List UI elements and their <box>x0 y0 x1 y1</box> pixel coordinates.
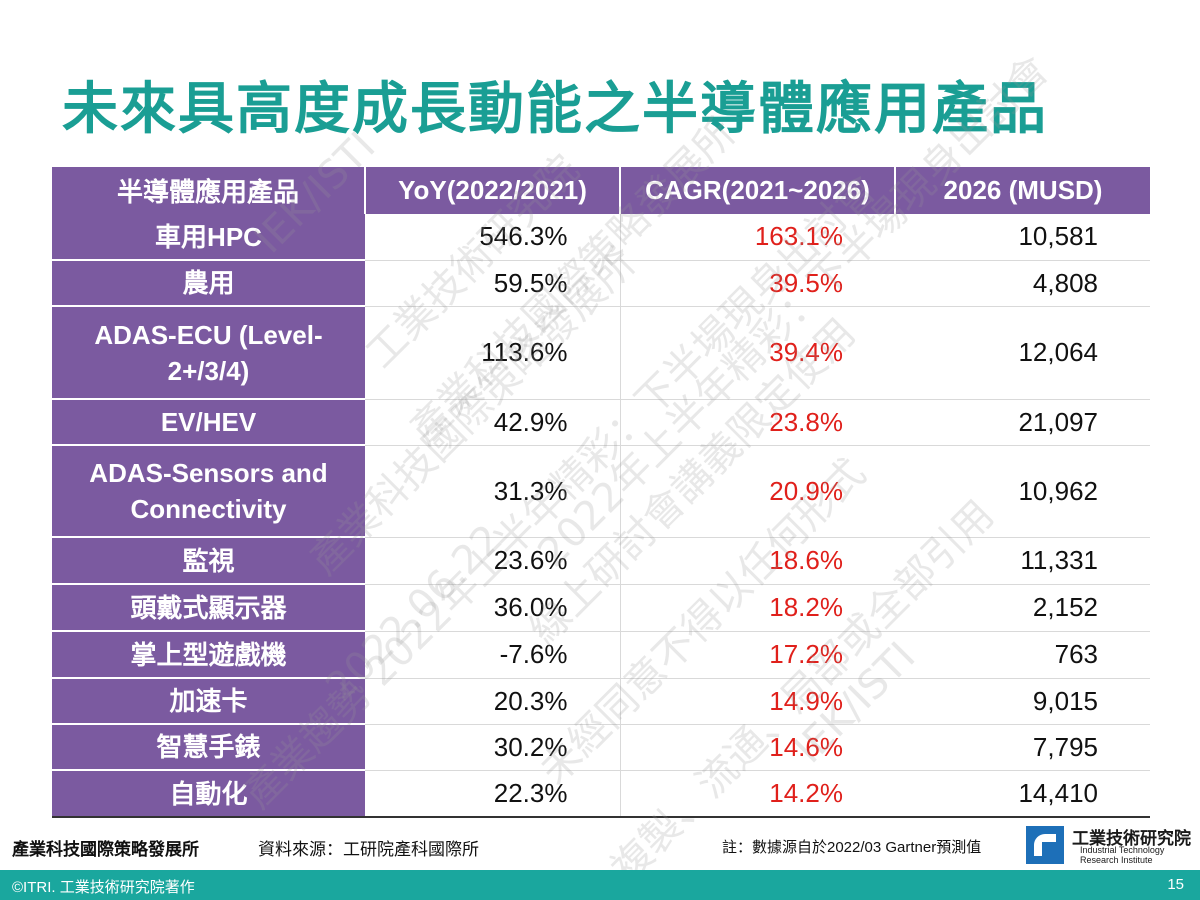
value-cell: 10,962 <box>895 445 1150 538</box>
cagr-cell: 39.4% <box>620 306 895 400</box>
product-cell: ADAS-Sensors and Connectivity <box>52 445 365 538</box>
cagr-cell: 163.1% <box>620 214 895 261</box>
logo-english-line2: Research Institute <box>1080 855 1153 865</box>
product-cell: 監視 <box>52 537 365 585</box>
yoy-cell: 31.3% <box>365 445 621 538</box>
table-row: 頭戴式顯示器 36.0% 18.2% 2,152 <box>52 584 1150 632</box>
cagr-cell: 39.5% <box>620 260 895 307</box>
cagr-cell: 14.6% <box>620 724 895 771</box>
yoy-cell: 22.3% <box>365 770 621 818</box>
value-cell: 10,581 <box>895 214 1150 261</box>
yoy-cell: -7.6% <box>365 631 621 679</box>
product-cell: 智慧手錶 <box>52 724 365 771</box>
value-cell: 14,410 <box>895 770 1150 818</box>
header-cagr: CAGR(2021~2026) <box>619 167 895 214</box>
product-cell: EV/HEV <box>52 399 365 446</box>
yoy-cell: 30.2% <box>365 724 621 771</box>
yoy-cell: 23.6% <box>365 537 621 585</box>
yoy-cell: 113.6% <box>365 306 621 400</box>
yoy-cell: 20.3% <box>365 678 621 725</box>
product-cell: 車用HPC <box>52 214 365 261</box>
header-2026-value: 2026 (MUSD) <box>894 167 1150 214</box>
table-row: ADAS-Sensors and Connectivity 31.3% 20.9… <box>52 445 1150 538</box>
yoy-cell: 59.5% <box>365 260 621 307</box>
table-row: 掌上型遊戲機 -7.6% 17.2% 763 <box>52 631 1150 679</box>
yoy-cell: 42.9% <box>365 399 621 446</box>
itri-logo: 工業技術研究院 Industrial Technology Research I… <box>1026 824 1196 868</box>
value-cell: 12,064 <box>895 306 1150 400</box>
copyright-text: ©ITRI. 工業技術研究院著作 <box>12 879 195 896</box>
cagr-cell: 18.2% <box>620 584 895 632</box>
value-cell: 763 <box>895 631 1150 679</box>
logo-english-line1: Industrial Technology <box>1080 845 1165 855</box>
value-cell: 9,015 <box>895 678 1150 725</box>
product-cell: 農用 <box>52 260 365 307</box>
table-row: 農用 59.5% 39.5% 4,808 <box>52 260 1150 307</box>
logo-chinese-name: 工業技術研究院 <box>1072 829 1191 848</box>
slide-title: 未來具高度成長動能之半導體應用產品 <box>62 77 1048 140</box>
table-row: EV/HEV 42.9% 23.8% 21,097 <box>52 399 1150 446</box>
cagr-cell: 14.2% <box>620 770 895 818</box>
footer-org: 產業科技國際策略發展所 <box>12 840 199 859</box>
itri-logo-icon <box>1026 826 1064 864</box>
footer-note: 註：數據源自於2022/03 Gartner預測值 <box>722 839 982 856</box>
header-product: 半導體應用產品 <box>52 167 365 214</box>
table-header-row: 半導體應用產品 YoY(2022/2021) CAGR(2021~2026) 2… <box>52 167 1150 214</box>
value-cell: 11,331 <box>895 537 1150 585</box>
product-cell: 自動化 <box>52 770 365 818</box>
footer-source: 資料來源：工研院產科國際所 <box>258 840 479 859</box>
cagr-cell: 14.9% <box>620 678 895 725</box>
table-row: 自動化 22.3% 14.2% 14,410 <box>52 770 1150 818</box>
cagr-cell: 20.9% <box>620 445 895 538</box>
header-yoy: YoY(2022/2021) <box>364 167 620 214</box>
cagr-cell: 17.2% <box>620 631 895 679</box>
yoy-cell: 36.0% <box>365 584 621 632</box>
cagr-cell: 18.6% <box>620 537 895 585</box>
table-row: 車用HPC 546.3% 163.1% 10,581 <box>52 214 1150 261</box>
product-cell: 加速卡 <box>52 678 365 725</box>
yoy-cell: 546.3% <box>365 214 621 261</box>
value-cell: 7,795 <box>895 724 1150 771</box>
table-row: ADAS-ECU (Level-2+/3/4) 113.6% 39.4% 12,… <box>52 306 1150 400</box>
table-row: 加速卡 20.3% 14.9% 9,015 <box>52 678 1150 725</box>
bottom-bar: ©ITRI. 工業技術研究院著作 15 <box>0 870 1200 900</box>
cagr-cell: 23.8% <box>620 399 895 446</box>
product-cell: 頭戴式顯示器 <box>52 584 365 632</box>
table-row: 監視 23.6% 18.6% 11,331 <box>52 537 1150 585</box>
product-cell: 掌上型遊戲機 <box>52 631 365 679</box>
value-cell: 4,808 <box>895 260 1150 307</box>
value-cell: 2,152 <box>895 584 1150 632</box>
table-row: 智慧手錶 30.2% 14.6% 7,795 <box>52 724 1150 771</box>
growth-products-table: 半導體應用產品 YoY(2022/2021) CAGR(2021~2026) 2… <box>52 167 1150 818</box>
value-cell: 21,097 <box>895 399 1150 446</box>
product-cell: ADAS-ECU (Level-2+/3/4) <box>52 306 365 400</box>
page-number: 15 <box>1167 876 1184 893</box>
